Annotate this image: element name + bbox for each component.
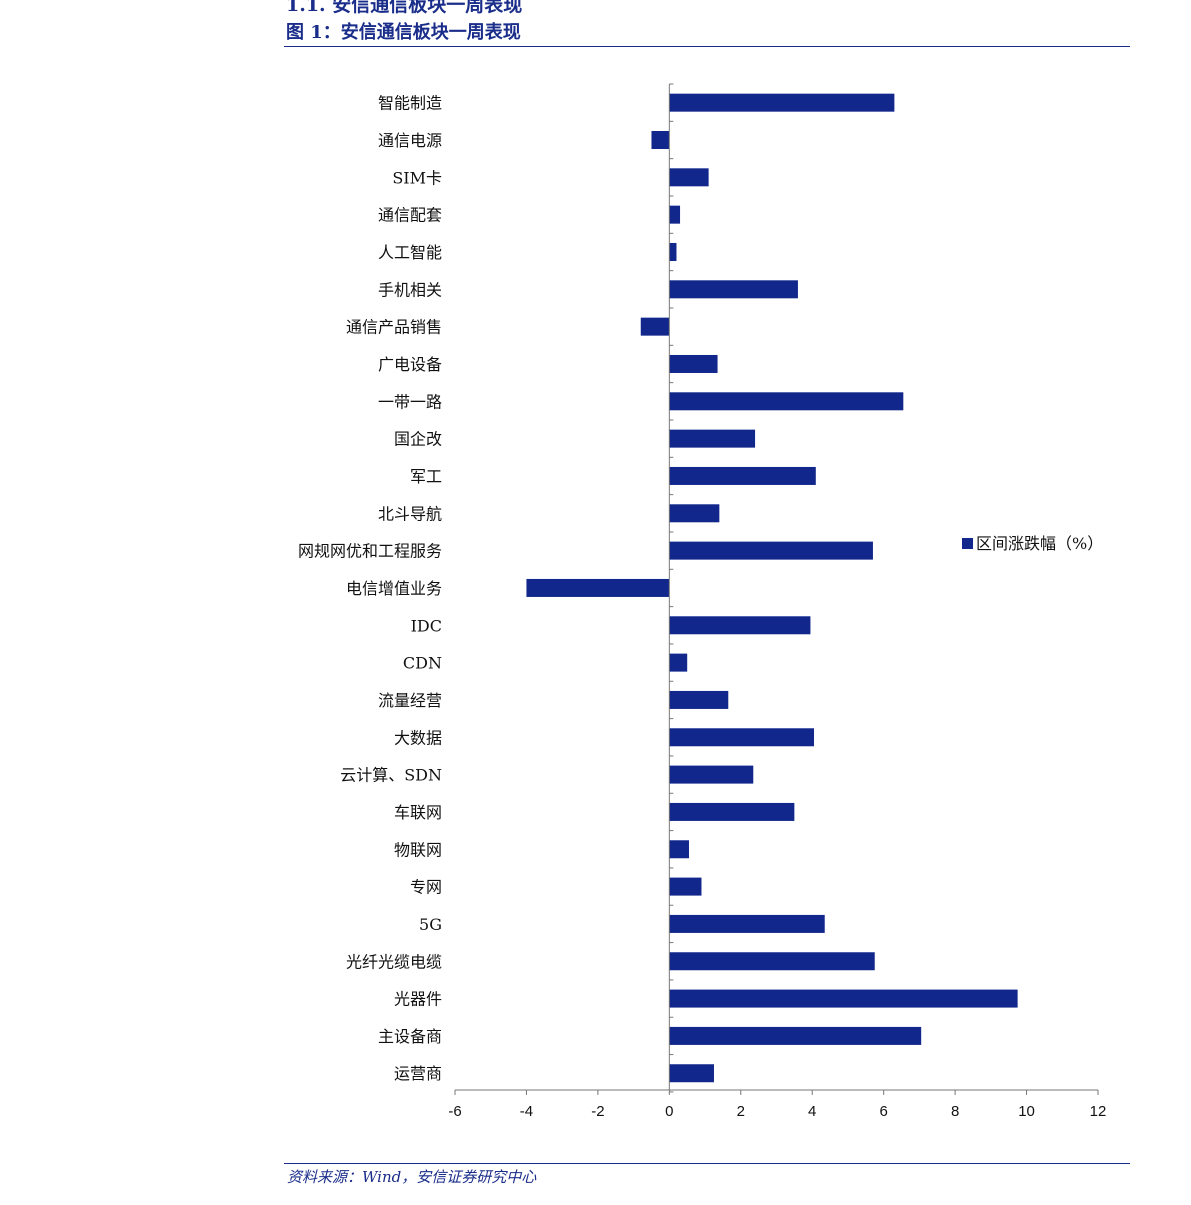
- bar: [669, 205, 681, 224]
- category-label: 手机相关: [378, 280, 442, 299]
- legend: 区间涨跌幅（%）: [962, 530, 1103, 554]
- category-label: 广电设备: [378, 355, 442, 374]
- bar: [669, 429, 756, 448]
- x-tick-label: -6: [448, 1103, 461, 1120]
- bar: [651, 130, 670, 149]
- legend-swatch: [962, 538, 973, 549]
- bar: [669, 914, 825, 933]
- category-label: 运营商: [394, 1064, 442, 1083]
- x-tick-label: -4: [520, 1103, 533, 1120]
- bar: [669, 392, 904, 411]
- bar: [669, 765, 754, 784]
- category-label: 一带一路: [378, 392, 442, 411]
- source-note: 资料来源：Wind，安信证券研究中心: [287, 1168, 537, 1186]
- category-label: SIM卡: [392, 168, 442, 187]
- bar: [640, 317, 670, 336]
- bar: [669, 541, 873, 560]
- title-rule: [284, 46, 1130, 47]
- bar: [526, 578, 670, 597]
- bar: [669, 504, 720, 523]
- category-label: CDN: [403, 654, 442, 673]
- bar: [669, 280, 798, 299]
- category-label: 北斗导航: [378, 504, 442, 523]
- x-tick-label: 2: [737, 1103, 745, 1120]
- source-rule: [284, 1163, 1130, 1164]
- bar: [669, 952, 875, 971]
- x-tick-label: 10: [1018, 1103, 1035, 1120]
- x-tick-label: 12: [1090, 1103, 1107, 1120]
- category-label: 车联网: [394, 803, 442, 822]
- category-label: IDC: [411, 616, 442, 635]
- category-label: 流量经营: [378, 691, 442, 710]
- category-label: 通信配套: [378, 206, 442, 225]
- category-label: 通信电源: [378, 131, 442, 150]
- category-label: 主设备商: [378, 1027, 442, 1046]
- category-label: 光器件: [394, 990, 442, 1009]
- category-label: 5G: [419, 915, 442, 934]
- bar: [669, 616, 811, 635]
- bar: [669, 802, 795, 821]
- x-tick-label: 6: [879, 1103, 887, 1120]
- bar: [669, 728, 815, 747]
- section-heading: 1.1. 安信通信板块一周表现: [286, 0, 523, 16]
- category-label: 军工: [410, 467, 442, 486]
- bar: [669, 1026, 922, 1045]
- bar: [669, 653, 688, 672]
- x-tick-label: 0: [665, 1103, 673, 1120]
- category-label: 网规网优和工程服务: [298, 542, 442, 561]
- bar: [669, 168, 709, 187]
- legend-label: 区间涨跌幅（%）: [976, 534, 1104, 553]
- category-label: 国企改: [394, 430, 442, 449]
- x-tick-label: 8: [951, 1103, 959, 1120]
- category-label: 通信产品销售: [346, 318, 442, 337]
- x-tick-label: 4: [808, 1103, 816, 1120]
- category-label: 物联网: [394, 840, 442, 859]
- bar: [669, 840, 689, 859]
- bar: [669, 466, 816, 485]
- figure-title: 图 1：安信通信板块一周表现: [286, 22, 521, 43]
- bar: [669, 354, 718, 373]
- x-tick-label: -2: [591, 1103, 604, 1120]
- bar-group: [526, 93, 1018, 1083]
- bar: [669, 242, 677, 261]
- category-label: 专网: [410, 878, 442, 897]
- bar: [669, 877, 702, 896]
- category-label: 云计算、SDN: [340, 766, 442, 785]
- bar: [669, 93, 895, 112]
- bar: [669, 690, 729, 709]
- category-label: 人工智能: [378, 243, 442, 262]
- axes: -6 -4 -2 0 2 4 6 8 10 12: [448, 83, 1107, 1120]
- category-label: 智能制造: [378, 94, 442, 113]
- category-label: 光纤光缆电缆: [346, 952, 442, 971]
- category-label: 大数据: [394, 728, 442, 747]
- bar: [669, 989, 1018, 1008]
- category-label: 电信增值业务: [346, 579, 442, 598]
- bar: [669, 1064, 714, 1083]
